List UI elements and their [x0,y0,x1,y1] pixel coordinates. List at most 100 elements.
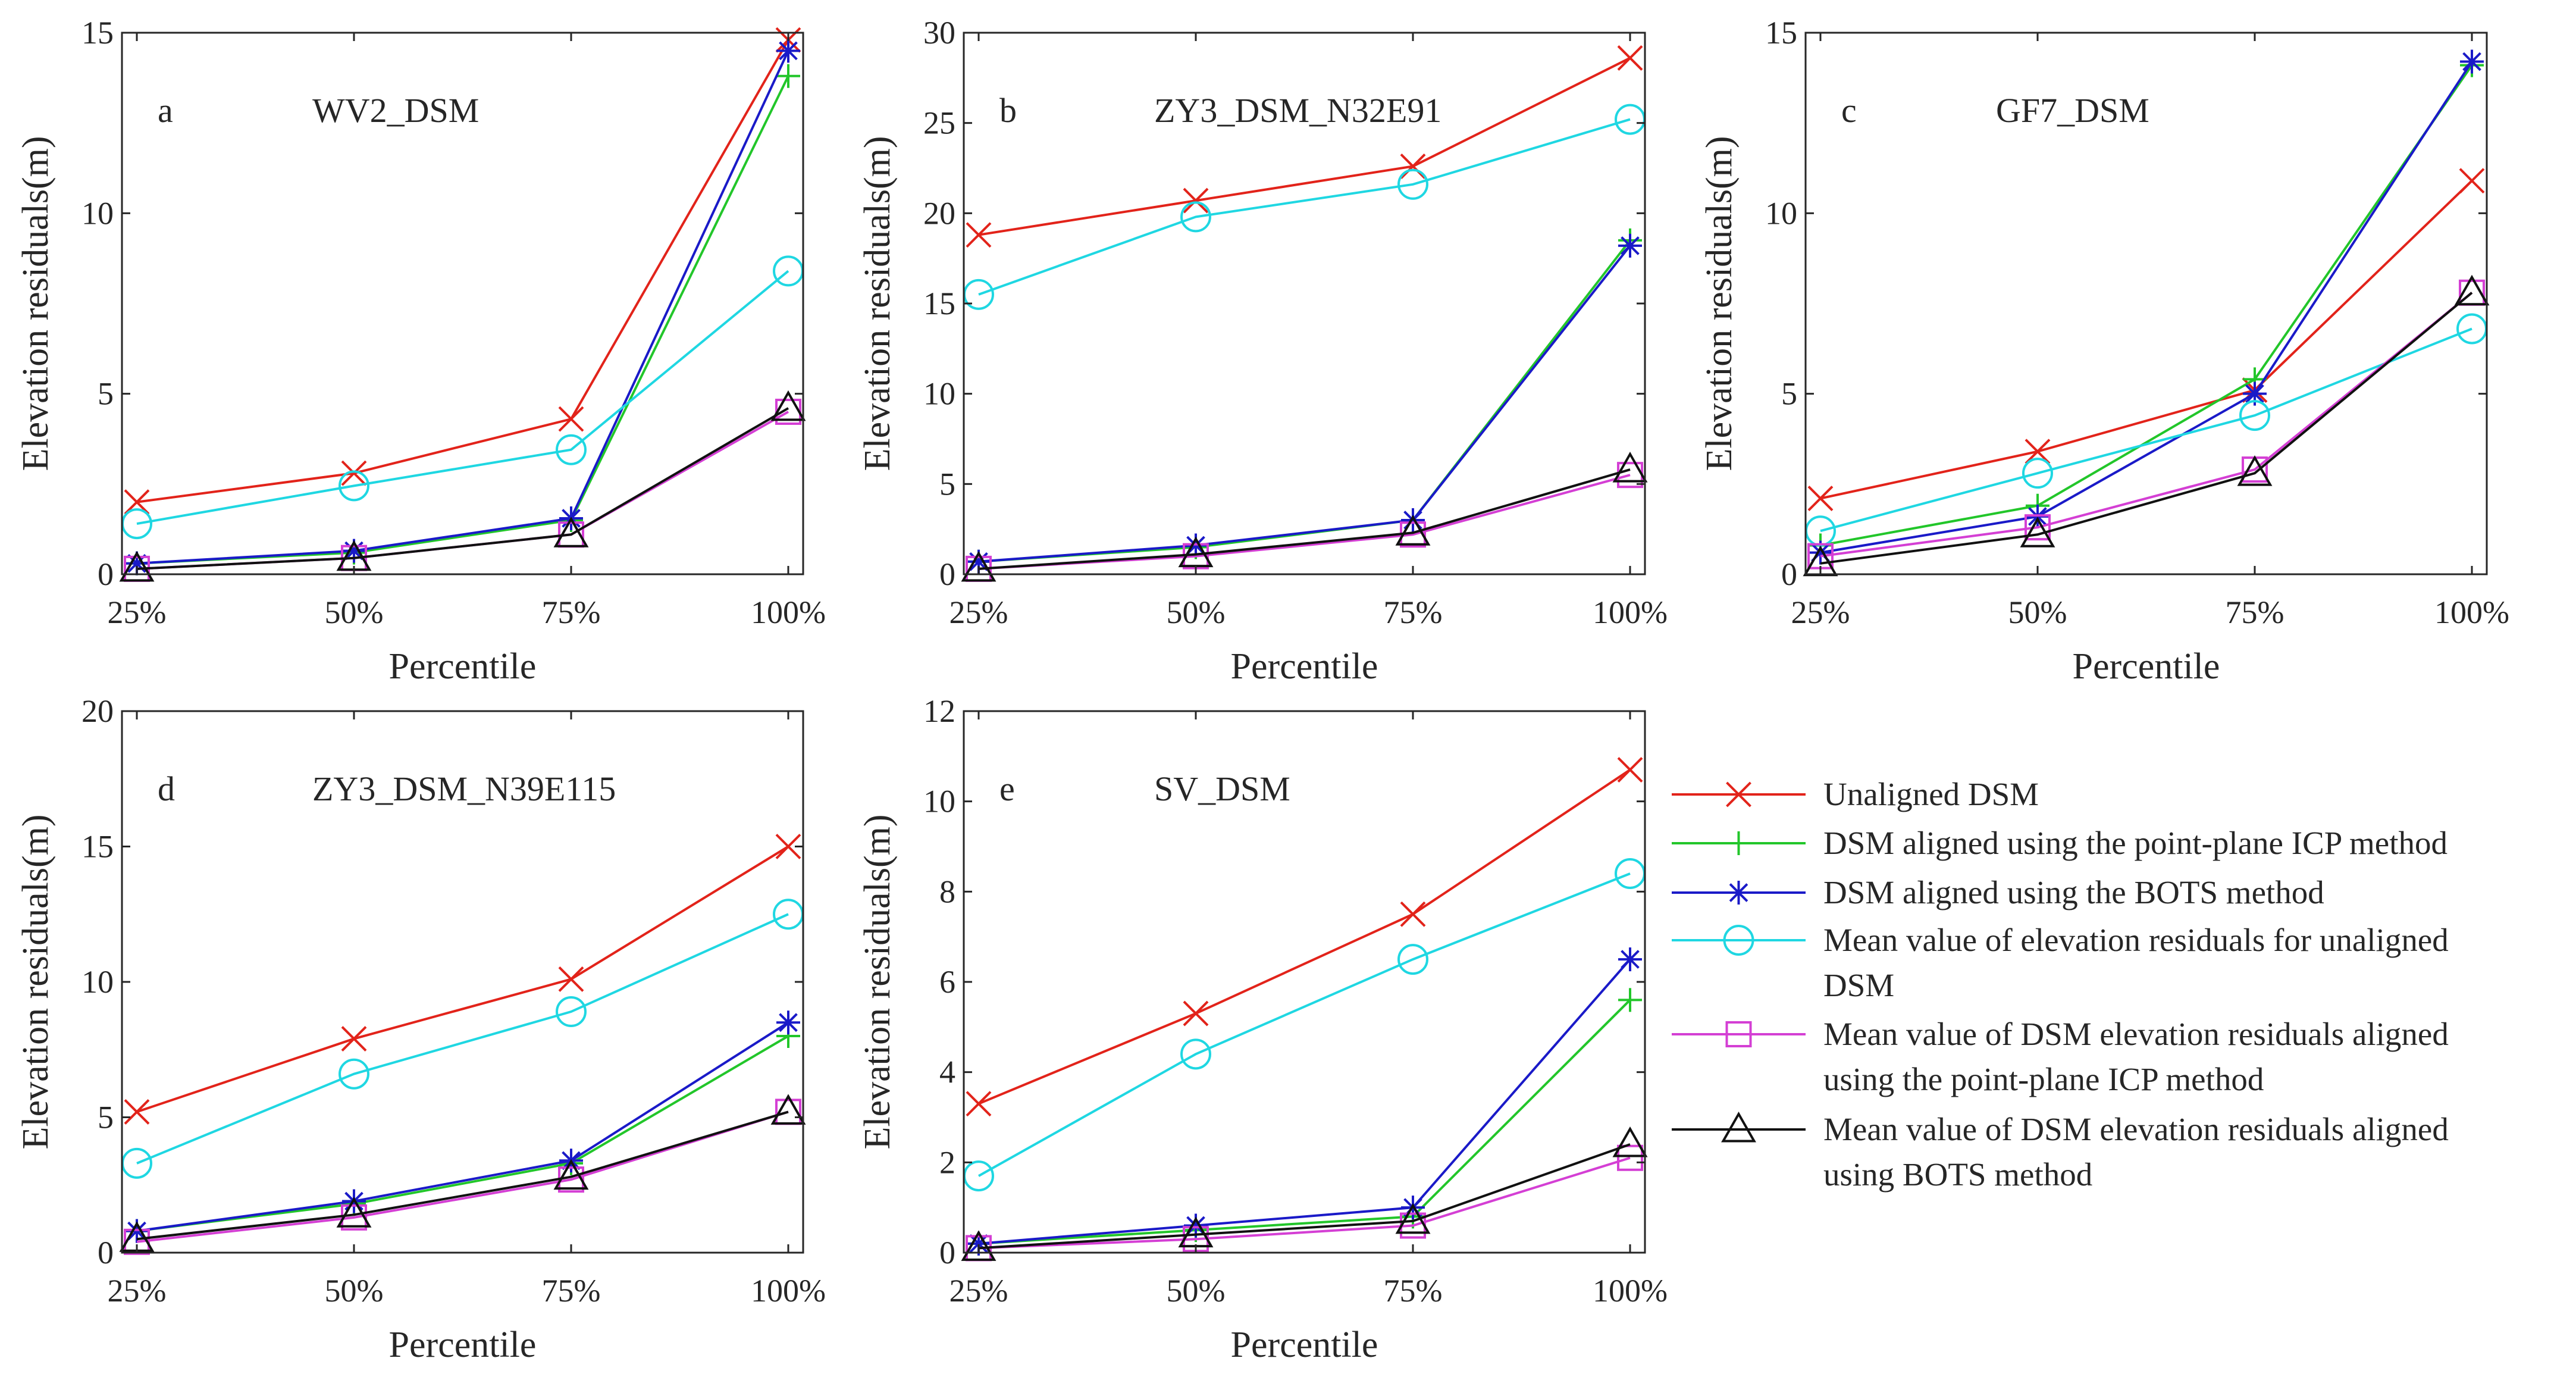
series-line-mean_bots [136,407,789,570]
x-axis-label: Percentile [389,646,537,687]
data-point-unaligned [1807,486,1834,512]
data-point-unaligned [1617,45,1643,71]
series-line-unaligned [978,768,1631,1105]
x-tick-label: 75% [2226,594,2284,630]
data-point-mean_unaligned [2022,458,2053,489]
data-point-mean_bots [1612,452,1648,483]
chart-panel-b: 0 5 10 15 20 25 30 25% 50% 75% 100% Percentile Eleva… [857,15,1668,687]
series-line-mean_icp [978,1156,1631,1250]
legend-label: Unaligned DSM [1823,776,2039,812]
data-point-unaligned [124,1099,150,1125]
legend-item-mean_unaligned: Mean value of elevation residuals for un… [1672,922,2449,1003]
data-point-mean_bots [961,550,996,582]
legend-label: DSM aligned using the BOTS method [1823,874,2324,910]
data-point-bots [776,39,800,63]
data-point-mean_icp [2025,514,2051,541]
y-tick-label: 5 [1781,376,1797,412]
data-point-mean_unaligned [1397,944,1428,975]
y-tick-label: 10 [82,964,114,1000]
y-tick-label: 15 [82,829,114,865]
data-point-unaligned [1183,1000,1209,1027]
data-point-bots [2460,49,2484,74]
data-point-bots [967,1231,991,1256]
data-point-unaligned [124,489,150,515]
panel-letter: a [158,91,173,130]
x-tick-label: 50% [1167,1273,1226,1309]
legend-label: using the point-plane ICP method [1823,1061,2264,1097]
series-line-mean_unaligned [978,118,1631,296]
x-tick-label: 75% [1384,1273,1443,1309]
x-tick-label: 50% [325,594,384,630]
legend-marker-mean_unaligned [1723,925,1754,956]
y-tick-label: 30 [923,15,955,51]
data-point-unaligned [2459,168,2485,194]
y-tick-label: 0 [939,1235,955,1271]
data-point-mean_icp [124,1228,150,1255]
data-point-mean_bots [770,390,806,421]
legend-label: using BOTS method [1823,1156,2092,1193]
chart-panel-e: 0 2 4 6 8 10 12 25% 50% 75% 100% Percentile Elevatio… [857,693,1668,1365]
series-line-mean_unaligned [1820,327,2472,533]
y-axis-label: Elevation residuals(m) [1699,136,1740,471]
series-line-unaligned [136,845,789,1113]
legend-item-icp: DSM aligned using the point-plane ICP me… [1672,825,2447,861]
panel-title: SV_DSM [1154,769,1290,808]
y-tick-label: 10 [82,195,114,231]
legend-marker-bots [1726,881,1751,905]
data-point-mean_bots [961,1230,996,1261]
y-tick-label: 12 [923,693,955,729]
data-point-bots [1184,1213,1208,1238]
legend-marker-unaligned [1726,781,1751,808]
y-tick-label: 10 [923,376,955,412]
series-line-mean_unaligned [978,872,1631,1177]
series-line-bots [136,1021,789,1232]
panel-letter: d [158,769,175,808]
data-point-bots [2243,381,2267,406]
y-axis-label: Elevation residuals(m) [857,136,898,471]
data-point-mean_unaligned [1180,1038,1211,1070]
y-tick-label: 15 [82,15,114,51]
data-point-unaligned [558,406,584,432]
legend-item-mean_icp: Mean value of DSM elevation residuals al… [1672,1016,2449,1097]
data-point-mean_icp [341,1204,367,1231]
x-tick-label: 50% [325,1273,384,1309]
series-line-bots [1820,61,2473,554]
series-line-mean_unaligned [136,270,789,525]
x-tick-label: 100% [2434,594,2509,630]
chart-panel-a: 0 5 10 15 25% 50% 75% 100% Percentile Elevation r… [15,15,826,687]
data-point-mean_bots [336,1197,372,1228]
data-point-mean_unaligned [556,434,587,465]
x-tick-label: 100% [751,1273,826,1309]
legend-item-mean_bots: Mean value of DSM elevation residuals al… [1672,1111,2449,1193]
data-point-icp [776,64,800,88]
series-line-mean_icp [1820,292,2473,558]
legend-item-unaligned: Unaligned DSM [1672,776,2039,812]
y-axis-label: Elevation residuals(m) [15,815,56,1150]
series-line-bots [978,958,1631,1245]
series-line-mean_bots [978,468,1631,570]
data-point-mean_bots [1395,515,1431,546]
data-point-unaligned [966,222,992,248]
series-line-icp [1820,64,2473,547]
y-tick-label: 15 [1765,15,1797,51]
y-tick-label: 6 [939,964,955,1000]
y-tick-label: 20 [923,195,955,231]
series-line-bots [978,245,1631,563]
series-line-unaligned [978,57,1631,236]
legend: Unaligned DSM DSM aligned using the point… [1672,776,2449,1193]
y-tick-label: 10 [1765,195,1797,231]
y-axis-label: Elevation residuals(m) [857,815,898,1150]
axes-frame [1804,32,2488,575]
panel-letter: b [999,91,1017,130]
series-line-mean_bots [978,1143,1631,1250]
panel-letter: c [1841,91,1857,130]
data-point-bots [776,1010,800,1035]
x-axis-label: Percentile [2073,646,2220,687]
data-point-mean_bots [119,550,155,582]
data-point-unaligned [1617,757,1643,783]
series-line-icp [136,1035,789,1232]
x-tick-label: 25% [108,1273,167,1309]
data-point-bots [1618,233,1642,258]
data-point-unaligned [1400,901,1426,927]
